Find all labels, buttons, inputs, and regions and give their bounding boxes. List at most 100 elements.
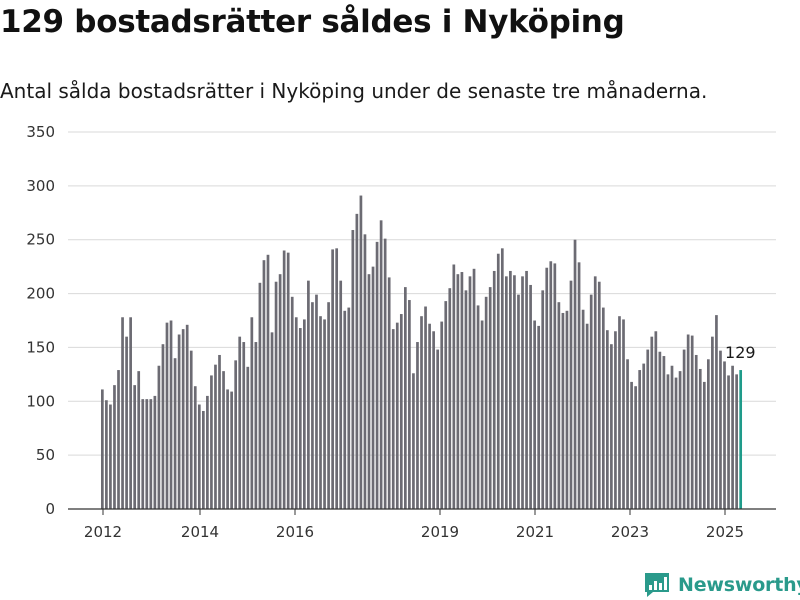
- annotation: 129: [725, 343, 756, 362]
- bar: [484, 296, 488, 509]
- bar: [399, 314, 403, 509]
- bar: [335, 248, 339, 509]
- bar: [242, 342, 246, 509]
- bar: [230, 391, 233, 509]
- bar: [707, 359, 710, 509]
- bar: [202, 410, 205, 509]
- bar: [715, 315, 718, 509]
- bar: [153, 395, 157, 509]
- bar: [149, 399, 153, 509]
- bar: [549, 261, 553, 509]
- x-axis: 2012 2014 2016 2019 2021 2023 2025: [68, 508, 776, 541]
- bar: [472, 268, 476, 509]
- bar: [274, 281, 278, 509]
- highlight-bar: [739, 370, 743, 509]
- bar: [125, 336, 128, 509]
- y-tick-label: 250: [26, 231, 55, 249]
- x-tick-label: 2025: [706, 523, 744, 541]
- bar: [711, 336, 714, 509]
- bar: [311, 302, 314, 509]
- bar: [408, 300, 411, 509]
- bar: [181, 329, 185, 509]
- bar: [452, 264, 456, 509]
- bar: [593, 276, 597, 509]
- bar: [133, 385, 137, 509]
- bar: [545, 267, 549, 509]
- y-tick-label: 50: [36, 446, 55, 464]
- bar: [303, 319, 306, 509]
- bar: [666, 374, 670, 509]
- bar: [258, 282, 262, 509]
- brand-name: Newsworthy: [678, 574, 800, 596]
- bar: [642, 363, 646, 509]
- bar: [391, 329, 395, 509]
- bar: [290, 296, 294, 509]
- bar: [222, 371, 225, 509]
- bar: [210, 375, 213, 509]
- bar: [589, 294, 593, 509]
- bar: [428, 323, 431, 509]
- bar: [185, 324, 189, 509]
- bar: [129, 317, 132, 509]
- bars: [101, 195, 743, 510]
- bar: [189, 350, 193, 509]
- bar: [670, 365, 674, 509]
- y-tick-label: 0: [45, 500, 55, 518]
- bar: [157, 365, 161, 509]
- chart-title: 129 bostadsrätter såldes i Nyköping: [0, 4, 625, 40]
- bar: [521, 276, 524, 509]
- y-tick-label: 350: [26, 123, 55, 141]
- y-axis-labels: 0 50 100 150 200 250 300 350: [26, 123, 55, 518]
- bar: [246, 366, 250, 509]
- bar: [327, 302, 330, 509]
- bar: [610, 344, 613, 509]
- bar: [234, 360, 238, 509]
- bar: [488, 287, 492, 509]
- bar: [537, 325, 541, 509]
- bar: [440, 321, 444, 509]
- bar: [404, 287, 407, 509]
- bar: [137, 371, 141, 509]
- bar: [363, 234, 367, 509]
- bar: [480, 320, 484, 509]
- bar: [121, 317, 124, 509]
- bar: [238, 336, 242, 509]
- bar: [561, 312, 565, 509]
- bar: [113, 385, 116, 509]
- bar: [141, 399, 145, 509]
- y-tick-label: 100: [26, 392, 55, 410]
- bar: [161, 344, 165, 509]
- bar: [339, 280, 343, 509]
- bar: [193, 386, 197, 509]
- bar: [367, 274, 371, 509]
- x-tick-label: 2023: [611, 523, 649, 541]
- newsworthy-logo-icon: [645, 573, 669, 597]
- bar: [177, 334, 181, 509]
- bar: [569, 280, 573, 509]
- bar: [533, 320, 536, 509]
- y-tick-label: 300: [26, 177, 55, 195]
- bar: [646, 349, 650, 509]
- bar: [682, 349, 686, 509]
- y-tick-label: 200: [26, 285, 55, 303]
- bar: [254, 342, 258, 509]
- bar: [476, 305, 480, 509]
- bar: [206, 395, 209, 509]
- bar: [517, 294, 520, 509]
- bar: [606, 330, 609, 509]
- bar: [214, 364, 217, 509]
- bar: [420, 316, 423, 509]
- bar: [460, 272, 464, 509]
- bar: [294, 317, 298, 509]
- bar: [343, 310, 347, 509]
- bar: [315, 294, 318, 509]
- bar: [456, 274, 460, 509]
- bar: [173, 358, 177, 509]
- brand-logo: Newsworthy: [644, 570, 800, 600]
- bar: [674, 377, 678, 509]
- bar: [270, 332, 274, 509]
- bar: [581, 309, 585, 509]
- bar: [698, 368, 702, 509]
- bar: [387, 277, 391, 509]
- bar: [573, 239, 577, 509]
